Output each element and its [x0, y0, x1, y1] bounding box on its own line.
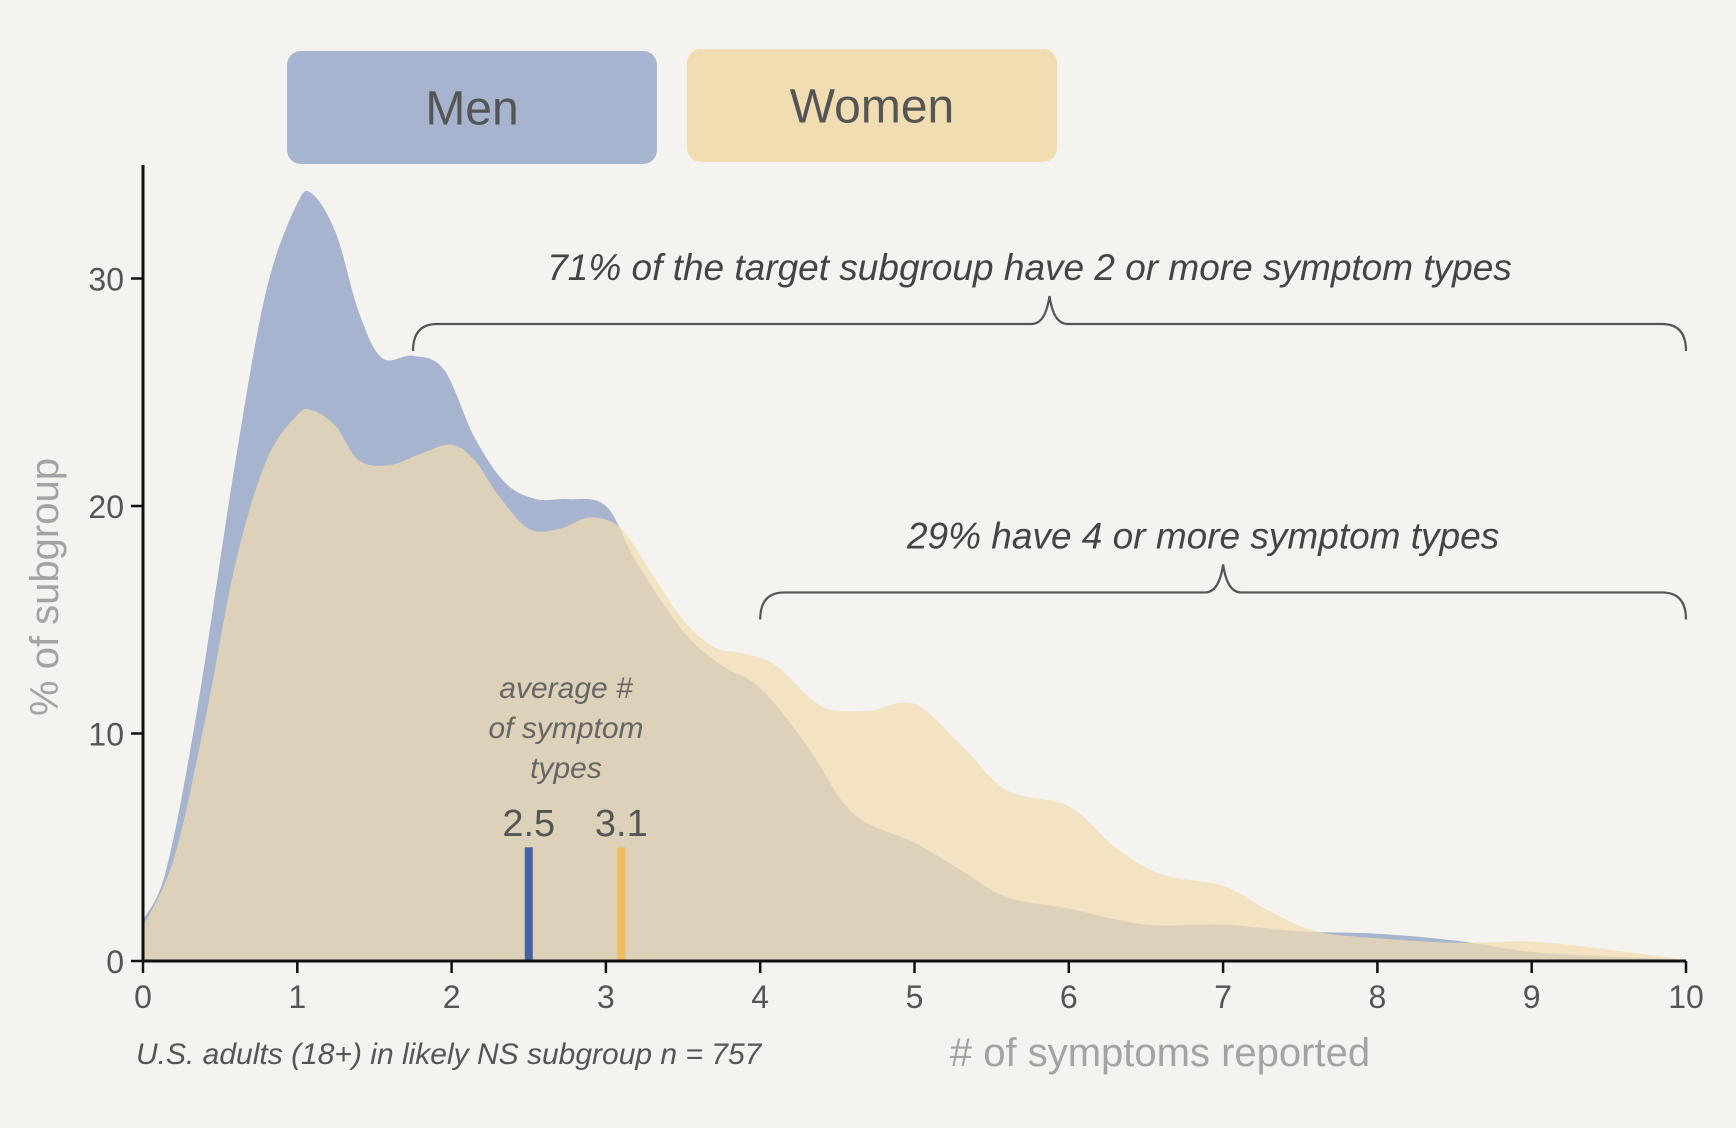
x-tick-label: 10	[1668, 979, 1704, 1015]
legend-label-women: Women	[790, 81, 955, 134]
area-women	[143, 408, 1686, 961]
x-tick-label: 7	[1214, 979, 1232, 1015]
legend-label-men: Men	[425, 83, 518, 136]
y-axis-title: % of subgroup	[23, 458, 67, 716]
x-tick-label: 8	[1369, 979, 1387, 1015]
annotation-brace-1	[411, 295, 1688, 352]
annotations: 71% of the target subgroup have 2 or mor…	[411, 247, 1688, 620]
x-tick-label: 3	[597, 979, 615, 1015]
means-title: average # of symptom types	[488, 672, 643, 785]
mean-label-women: 3.1	[595, 803, 648, 845]
footnote: U.S. adults (18+) in likely NS subgroup …	[136, 1038, 763, 1071]
legend: Men Women	[287, 49, 1057, 164]
mean-label-men: 2.5	[502, 803, 555, 845]
axes: 0 1 2 3 4 5 6 7 8 9 10 0 10 20 30	[88, 165, 1704, 1015]
x-tick-label: 2	[443, 979, 461, 1015]
annotation-brace-2	[759, 564, 1688, 620]
x-tick-label: 1	[288, 979, 306, 1015]
mean-bar-women	[617, 847, 626, 961]
legend-swatch-women	[687, 49, 1057, 162]
x-tick-label: 5	[906, 979, 924, 1015]
y-tick-label: 0	[106, 944, 124, 980]
legend-swatch-men	[287, 51, 657, 164]
x-tick-label: 4	[751, 979, 769, 1015]
annotation-text-1: 71% of the target subgroup have 2 or mor…	[547, 247, 1512, 288]
axis-labels: # of symptoms reported % of subgroup U.S. …	[23, 458, 1370, 1075]
x-tick-label: 9	[1523, 979, 1541, 1015]
y-tick-label: 10	[88, 717, 124, 753]
x-tick-label: 0	[134, 979, 152, 1015]
mean-markers: average # of symptom types 2.5 3.1	[488, 672, 648, 961]
y-tick-label: 20	[88, 489, 124, 525]
y-tick-label: 30	[88, 262, 124, 298]
annotation-text-2: 29% have 4 or more symptom types	[906, 515, 1499, 556]
x-axis-title: # of symptoms reported	[950, 1031, 1370, 1075]
density-areas	[143, 190, 1686, 961]
x-tick-label: 6	[1060, 979, 1078, 1015]
mean-bar-men	[524, 847, 533, 961]
